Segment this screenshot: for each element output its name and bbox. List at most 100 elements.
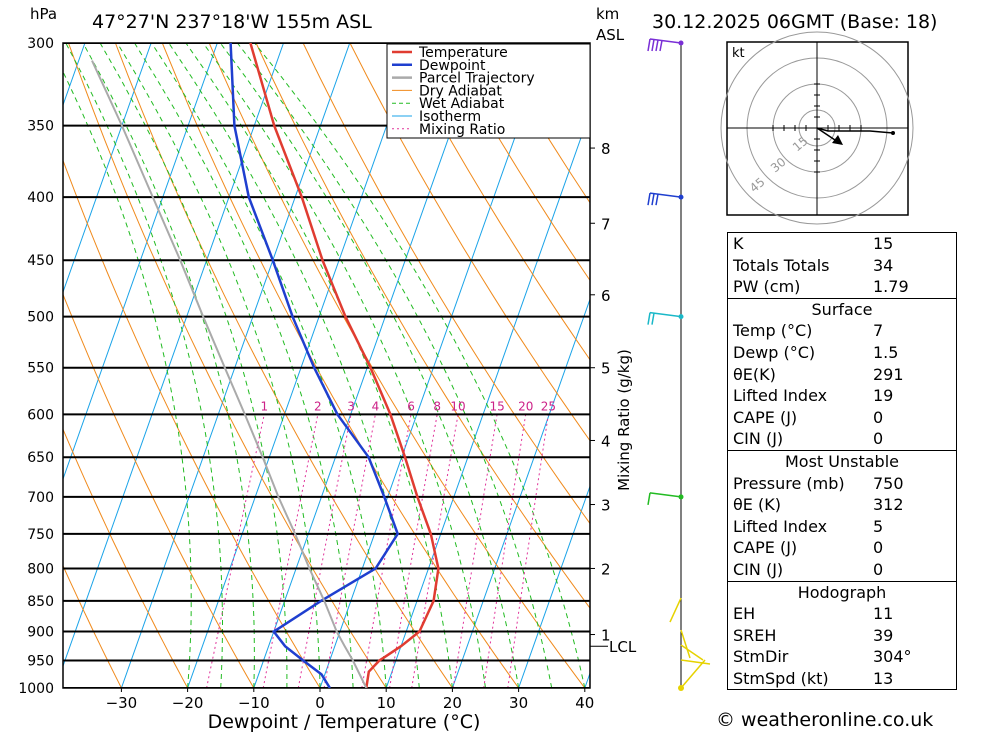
index-label: StmDir [733,647,789,667]
pressure-tick-label: 700 [27,490,54,506]
index-label: Totals Totals [733,255,830,275]
wind-barb-flag [647,38,651,52]
x-tick-label: 20 [443,694,462,712]
index-row: StmSpd (kt) 13 [728,668,956,690]
x-axis-label: Dewpoint / Temperature (°C) [208,711,481,733]
pressure-tick-label: 850 [27,594,54,610]
isotherm-line [319,43,549,688]
index-value: 750 [873,473,904,493]
grid-layer [63,43,1000,688]
hodograph-end-dot [891,131,895,135]
km-tick-label: 6 [601,287,611,305]
pressure-tick-label: 1000 [18,681,54,697]
legend-entry: Parcel Trajectory [419,71,535,87]
dry-adiabat-line [396,43,590,361]
index-value: 7 [873,321,884,341]
index-row: Dewp (°C) 1.5 [728,342,956,364]
index-value: 0 [873,559,884,579]
pressure-tick-label: 500 [27,310,54,326]
storm-motion-line [816,127,836,141]
index-row: θE (K) 312 [728,494,956,516]
hodograph-ring [720,31,914,225]
axis-layer: 3003504004505005506006507007508008509009… [18,36,636,712]
index-label: CAPE (J) [733,407,798,427]
index-label: Temp (°C) [733,321,813,341]
surface-title: Surface [811,299,873,319]
index-label: PW (cm) [733,277,801,297]
pressure-tick-label: 800 [27,561,54,577]
index-row: PW (cm) 1.79 [728,276,956,298]
wet-adiabat-line [65,43,223,688]
wind-barb-flag [647,492,651,506]
index-row: Totals Totals 34 [728,255,956,277]
wind-barb-flag [651,39,655,52]
index-label: θE(K) [733,364,776,384]
pressure-tick-label: 450 [27,253,54,269]
index-row: Pressure (mb) 750 [728,473,956,495]
most-unstable-section: Most Unstable Pressure (mb) 750 θE (K) 312 L… [728,449,956,581]
index-label: Pressure (mb) [733,473,845,493]
legend-entry: Mixing Ratio [419,122,505,138]
pressure-tick-label: 550 [27,361,54,377]
mixing-ratio-label: 4 [372,399,380,413]
index-value: 304° [873,647,912,667]
legend-entry: Temperature [418,45,508,61]
altitude-unit-asl: ASL [596,26,625,44]
mixing-ratio-line [452,414,498,688]
wind-barb [649,311,682,318]
index-label: CIN (J) [733,559,784,579]
wind-barb-flag [651,313,655,325]
wind-barb [649,492,682,498]
x-tick-label: 10 [377,694,396,712]
most-unstable-title: Most Unstable [785,451,899,471]
wet-adiabat-line [237,43,553,688]
index-value: 5 [873,516,884,536]
index-label: Lifted Index [733,516,828,536]
wet-adiabat-line [116,43,321,688]
index-label: CIN (J) [733,429,784,449]
index-label: θE (K) [733,495,781,515]
isotherm-line [385,110,590,688]
low-level-wind-barb [669,597,682,623]
mixing-ratio-label: 10 [450,399,465,413]
index-value: 291 [873,364,904,384]
legend-entry: Wet Adiabat [419,96,505,112]
index-value: 0 [873,407,884,427]
pressure-tick-label: 900 [27,625,54,641]
index-value: 11 [873,604,894,624]
mixing-ratio-axis-label: Mixing Ratio (g/kg) [615,349,633,491]
x-tick-label: 30 [509,694,528,712]
wind-barb-flag [655,193,659,206]
index-label: CAPE (J) [733,538,798,558]
hodograph-section: Hodograph EH 11 SREH 39 StmDir 304° StmSpd (kt… [728,580,956,690]
mixing-ratio-label: 15 [489,399,504,413]
km-tick-label: 3 [601,497,611,515]
temperature-profile [249,43,440,688]
wet-adiabat-line [63,70,192,688]
x-tick-label: 0 [315,694,325,712]
legend-entry: Dry Adiabat [419,83,502,99]
mixing-ratio-line [389,414,438,688]
dewpoint-profile [229,43,400,688]
pressure-tick-label: 950 [27,654,54,670]
km-tick-label: 2 [601,560,611,578]
wind-level-dot [678,314,684,320]
index-row: CIN (J) 0 [728,559,956,581]
dry-adiabat-line [960,43,1000,688]
low-level-wind-barb [680,659,711,665]
index-row: CAPE (J) 0 [728,407,956,429]
isotherm-line [451,297,590,688]
x-tick-label: −10 [238,694,270,712]
isotherm-line [253,43,483,688]
index-value: 34 [873,255,894,275]
index-row: CAPE (J) 0 [728,537,956,559]
altitude-unit-label: km [596,5,619,23]
hodograph-title: Hodograph [797,582,887,602]
index-label: K [733,234,744,253]
surface-wind-dot [678,685,684,691]
wind-barb-flag [651,193,655,206]
x-tick-label: −30 [106,694,138,712]
copyright-footer[interactable]: © weatheronline.co.uk [716,709,934,731]
